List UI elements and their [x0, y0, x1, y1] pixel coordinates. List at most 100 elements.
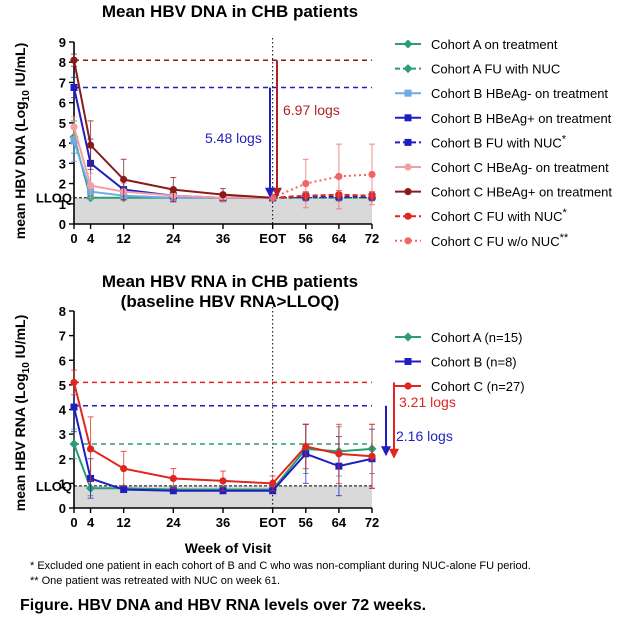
rna-data-point — [368, 452, 376, 460]
dna-x-tick-label: EOT — [259, 231, 286, 246]
dna-x-tick-label: 4 — [87, 231, 95, 246]
rna-legend-label: Cohort A (n=15) — [431, 330, 522, 345]
rna-lloq-band — [74, 485, 372, 508]
dna-data-point — [70, 56, 78, 64]
rna-data-point — [335, 450, 343, 458]
rna-data-point — [169, 487, 177, 495]
dna-x-tick-label: 56 — [299, 231, 313, 246]
dna-data-point — [335, 172, 343, 181]
dna-data-point — [302, 179, 310, 188]
dna-legend-note: * — [562, 133, 567, 145]
rna-x-tick-label: 4 — [87, 515, 95, 530]
rna-lloq-label: LLOQ — [36, 479, 72, 494]
rna-legend-label: Cohort C (n=27) — [431, 379, 525, 394]
dna-legend-note: ** — [560, 232, 569, 244]
dna-annotation-blue: 5.48 logs — [205, 130, 262, 146]
dna-data-point — [368, 170, 376, 179]
dna-chart: Mean HBV DNA in CHB patients mean HBV DN… — [12, 2, 612, 249]
dna-y-tick-label: 3 — [59, 156, 66, 171]
rna-chart-title: Mean HBV RNA in CHB patients — [102, 272, 358, 291]
dna-data-point — [70, 84, 78, 91]
dna-legend-label: Cohort C FU w/o NUC** — [431, 232, 569, 249]
dna-x-tick-label: 0 — [70, 231, 77, 246]
rna-y-tick-label: 3 — [59, 427, 66, 442]
dna-x-tick-label: 12 — [116, 231, 130, 246]
dna-series-line — [272, 195, 372, 199]
dna-reduction-arrow-red-head — [272, 187, 282, 198]
dna-legend-marker — [403, 39, 413, 49]
rna-x-tick-label: 72 — [365, 515, 379, 530]
rna-data-point — [69, 439, 79, 449]
rna-x-tick-label: 56 — [299, 515, 313, 530]
rna-chart-subtitle: (baseline HBV RNA>LLOQ) — [121, 292, 340, 311]
rna-y-axis-label: mean HBV RNA (Log10 IU/mL) — [12, 315, 32, 512]
rna-x-tick-label: 24 — [166, 515, 181, 530]
rna-data-point — [70, 403, 78, 411]
dna-y-tick-label: 7 — [59, 75, 66, 90]
dna-legend-marker — [403, 64, 413, 74]
rna-x-tick-label: EOT — [259, 515, 286, 530]
rna-y-label-sub: 10 — [21, 362, 32, 374]
rna-y-tick-label: 1 — [59, 476, 66, 491]
rna-y-tick-label: 4 — [59, 403, 67, 418]
dna-legend-marker — [404, 212, 412, 220]
rna-y-tick-label: 0 — [59, 501, 66, 516]
dna-series-line — [272, 173, 373, 199]
dna-y-tick-label: 4 — [59, 136, 67, 151]
rna-x-tick-label: 64 — [332, 515, 347, 530]
dna-legend-label: Cohort A on treatment — [431, 37, 558, 52]
dna-reduction-arrow-blue-head — [265, 187, 275, 198]
dna-data-point — [169, 186, 177, 194]
dna-legend-marker — [404, 138, 412, 146]
rna-chart: Mean HBV RNA in CHB patients (baseline H… — [12, 272, 525, 556]
dna-legend-label: Cohort B HBeAg- on treatment — [431, 86, 608, 101]
dna-annotation-red: 6.97 logs — [283, 102, 340, 118]
rna-y-tick-label: 5 — [59, 378, 66, 393]
rna-y-tick-label: 2 — [59, 452, 66, 467]
rna-y-label-pre: mean HBV RNA (Log — [12, 373, 28, 511]
dna-legend-label: Cohort C HBeAg- on treatment — [431, 160, 609, 175]
dna-legend-marker — [404, 163, 412, 171]
dna-legend-label: Cohort B FU with NUC* — [431, 133, 567, 150]
rna-y-tick-label: 8 — [59, 304, 66, 319]
rna-data-point — [70, 378, 78, 387]
dna-y-label-sub: 10 — [21, 90, 32, 102]
dna-lloq-label: LLOQ — [36, 191, 72, 206]
rna-y-tick-label: 6 — [59, 353, 66, 368]
rna-data-point — [219, 477, 227, 485]
dna-data-point — [120, 175, 128, 184]
footnote-1: * Excluded one patient in each cohort of… — [30, 560, 531, 572]
footnote-2: ** One patient was retreated with NUC on… — [30, 575, 281, 587]
rna-data-point — [120, 486, 128, 494]
dna-y-axis-label: mean HBV DNA (Log10 IU/mL) — [12, 43, 32, 240]
dna-series-line — [73, 126, 273, 199]
dna-data-point — [86, 181, 95, 190]
rna-y-tick-label: 7 — [59, 329, 66, 344]
rna-data-point — [269, 479, 277, 487]
dna-data-point — [219, 191, 227, 199]
rna-x-tick-label: 0 — [70, 515, 77, 530]
rna-annotation-red: 3.21 logs — [399, 394, 456, 410]
dna-y-tick-label: 6 — [59, 96, 66, 111]
rna-series — [70, 369, 376, 492]
dna-legend-note: * — [562, 207, 567, 219]
rna-reduction-arrow-red-head — [389, 448, 399, 459]
dna-legend-label: Cohort C FU with NUC* — [431, 207, 567, 224]
rna-legend-marker — [404, 358, 412, 365]
dna-series-line — [73, 60, 273, 199]
dna-y-tick-label: 0 — [59, 217, 66, 232]
dna-legend-marker — [404, 237, 412, 245]
dna-series — [269, 143, 376, 210]
rna-data-point — [120, 465, 128, 473]
dna-legend-label: Cohort C HBeAg+ on treatment — [431, 185, 612, 200]
rna-legend-label: Cohort B (n=8) — [431, 355, 517, 370]
dna-y-tick-label: 5 — [59, 116, 66, 131]
dna-legend-marker — [404, 89, 412, 97]
rna-legend-marker — [403, 332, 413, 342]
dna-y-tick-label: 1 — [59, 197, 66, 212]
dna-legend-marker — [404, 188, 412, 196]
dna-x-tick-label: 36 — [216, 231, 230, 246]
dna-data-point — [86, 141, 95, 149]
rna-data-point — [86, 445, 95, 453]
dna-y-tick-label: 2 — [59, 177, 66, 192]
